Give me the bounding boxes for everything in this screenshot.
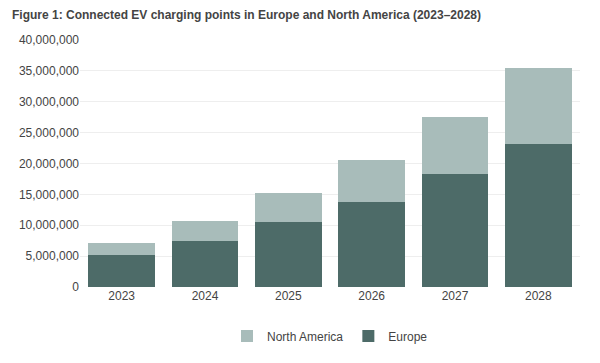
svg-text:15,000,000: 15,000,000 — [19, 188, 79, 202]
svg-text:2028: 2028 — [525, 289, 552, 303]
svg-text:Europe: Europe — [388, 330, 427, 344]
svg-text:2026: 2026 — [358, 289, 385, 303]
svg-text:5,000,000: 5,000,000 — [26, 249, 80, 263]
svg-text:10,000,000: 10,000,000 — [19, 218, 79, 232]
svg-text:30,000,000: 30,000,000 — [19, 95, 79, 109]
svg-text:Figure 1: Connected EV chargin: Figure 1: Connected EV charging points i… — [12, 8, 481, 22]
svg-text:40,000,000: 40,000,000 — [19, 33, 79, 47]
svg-text:0: 0 — [72, 280, 79, 294]
svg-text:2027: 2027 — [442, 289, 469, 303]
svg-text:20,000,000: 20,000,000 — [19, 157, 79, 171]
svg-text:2024: 2024 — [192, 289, 219, 303]
svg-text:25,000,000: 25,000,000 — [19, 126, 79, 140]
svg-text:2025: 2025 — [275, 289, 302, 303]
svg-text:North America: North America — [267, 330, 343, 344]
svg-text:35,000,000: 35,000,000 — [19, 64, 79, 78]
svg-text:2023: 2023 — [108, 289, 135, 303]
